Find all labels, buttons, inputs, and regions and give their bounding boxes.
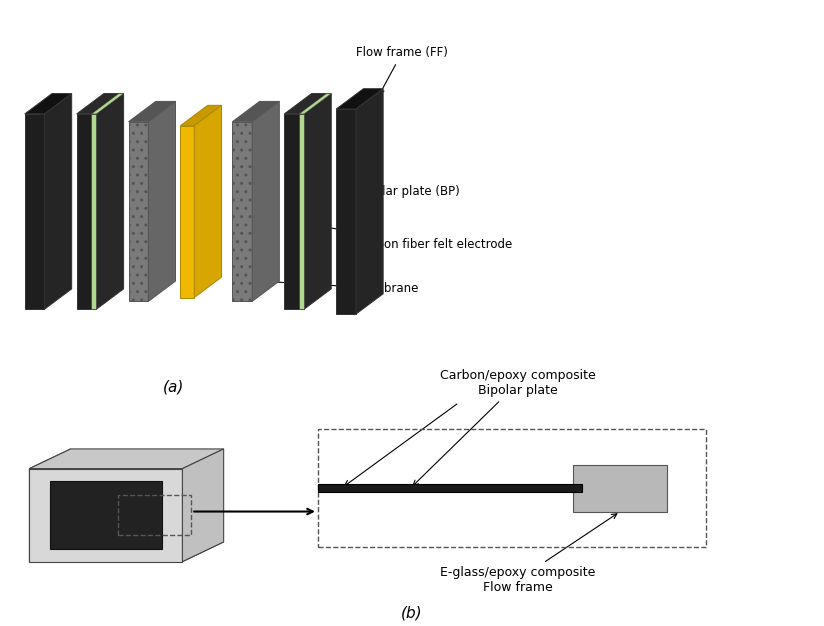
Polygon shape [194,105,222,297]
Polygon shape [129,101,176,121]
Polygon shape [30,449,71,562]
Polygon shape [252,101,279,302]
Text: (b): (b) [401,605,423,620]
Text: Carbon fiber felt electrode: Carbon fiber felt electrode [308,223,513,250]
Polygon shape [50,481,162,549]
Polygon shape [180,126,194,297]
Text: Flow frame (FF): Flow frame (FF) [356,46,447,94]
Polygon shape [96,94,124,309]
Polygon shape [25,94,72,114]
Text: Membrane: Membrane [246,278,419,295]
Polygon shape [299,94,331,114]
Polygon shape [232,101,279,121]
Polygon shape [299,114,304,309]
Polygon shape [30,469,182,562]
Polygon shape [30,449,223,469]
Polygon shape [91,114,96,309]
Polygon shape [91,94,124,114]
Polygon shape [44,94,72,309]
Polygon shape [356,89,383,314]
Polygon shape [182,449,223,562]
Polygon shape [304,94,331,309]
Polygon shape [180,105,222,126]
Polygon shape [284,94,331,114]
Polygon shape [232,121,252,302]
Text: (a): (a) [162,379,184,394]
Polygon shape [284,114,304,309]
Text: Carbon/epoxy composite
Bipolar plate: Carbon/epoxy composite Bipolar plate [413,369,596,486]
Polygon shape [318,485,582,492]
Polygon shape [25,114,44,309]
Polygon shape [574,465,667,511]
Polygon shape [77,114,96,309]
Polygon shape [148,101,176,302]
Text: E-glass/epoxy composite
Flow frame: E-glass/epoxy composite Flow frame [440,514,617,594]
Polygon shape [77,94,124,114]
Polygon shape [129,121,148,302]
Text: Bipolar plate (BP): Bipolar plate (BP) [350,178,460,198]
Polygon shape [336,89,383,109]
Polygon shape [30,542,223,562]
Polygon shape [336,109,356,314]
